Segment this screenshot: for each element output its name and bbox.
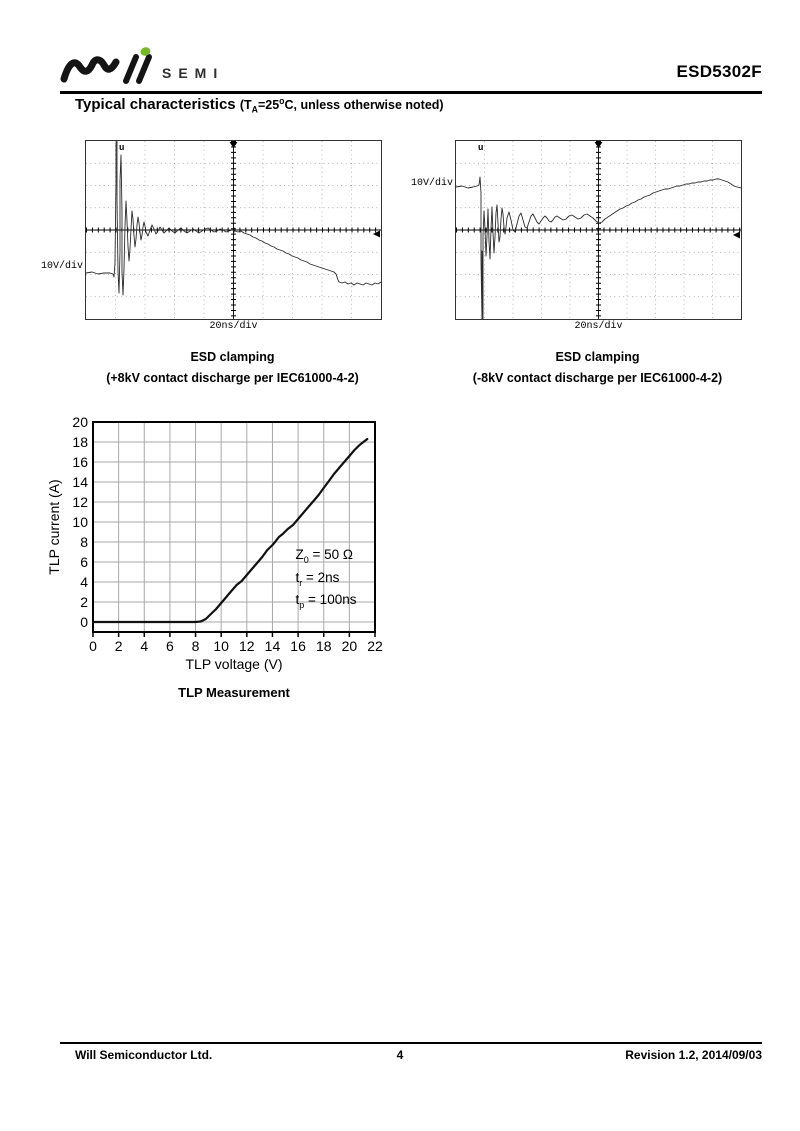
page-title-conditions: (TA=25oC, unless otherwise noted) <box>239 96 444 115</box>
scope-time-scale-label: 20ns/div <box>209 321 258 332</box>
page-title: Typical characteristics (TA=25oC, unless… <box>75 96 444 115</box>
svg-text:6: 6 <box>80 554 88 570</box>
svg-text:18: 18 <box>316 638 332 654</box>
logo-slash-icon <box>123 54 139 84</box>
logo-wave-icon <box>60 56 120 83</box>
svg-text:10: 10 <box>213 638 229 654</box>
caption-negative-discharge: ESD clamping (-8kV contact discharge per… <box>425 347 770 389</box>
caption-positive-discharge: ESD clamping (+8kV contact discharge per… <box>60 347 405 389</box>
svg-text:TLP current (A): TLP current (A) <box>46 479 62 574</box>
svg-text:0: 0 <box>80 614 88 630</box>
svg-text:0: 0 <box>89 638 97 654</box>
tlp-chart: 0 2 4 6 8 10 12 14 16 18 20 22 0 2 4 6 8 10 12 14 16 18 20 TLP … <box>45 414 390 672</box>
company-logo: SEMI <box>60 46 290 90</box>
svg-text:TLP voltage (V): TLP voltage (V) <box>185 656 282 672</box>
svg-text:14: 14 <box>265 638 281 654</box>
logo-graphic: SEMI <box>60 47 224 84</box>
annotation-tp: tp = 100ns <box>295 592 357 610</box>
part-number: ESD5302F <box>676 62 762 81</box>
footer-revision: Revision 1.2, 2014/09/03 <box>625 1048 762 1062</box>
logo-green-dot <box>140 47 151 56</box>
svg-text:12: 12 <box>72 494 88 510</box>
svg-text:16: 16 <box>290 638 306 654</box>
caption-line1: ESD clamping <box>190 350 275 364</box>
footer-page-number: 4 <box>396 1048 404 1062</box>
caption-line1: ESD clamping <box>555 350 640 364</box>
annotation-tr: tr = 2ns <box>295 570 340 588</box>
svg-text:2: 2 <box>115 638 123 654</box>
svg-text:10: 10 <box>72 514 88 530</box>
annotation-z0: Z0 = 50 Ω <box>295 547 354 565</box>
tlp-chart-caption: TLP Measurement <box>178 685 290 700</box>
svg-text:16: 16 <box>72 454 88 470</box>
svg-text:22: 22 <box>367 638 383 654</box>
svg-text:4: 4 <box>140 638 148 654</box>
svg-text:18: 18 <box>72 434 88 450</box>
scope-time-scale-label: 20ns/div <box>574 321 623 332</box>
scope-vertical-scale-label: 10V/div <box>40 261 83 272</box>
tlp-chart-plot: 0 2 4 6 8 10 12 14 16 18 20 22 0 2 4 6 8 10 12 14 16 18 20 TLP … <box>46 414 383 672</box>
caption-line2: (-8kV contact discharge per IEC61000-4-2… <box>472 371 723 385</box>
svg-text:8: 8 <box>80 534 88 550</box>
svg-text:2: 2 <box>80 594 88 610</box>
svg-text:6: 6 <box>166 638 174 654</box>
page-title-main: Typical characteristics <box>75 96 240 114</box>
footer-rule <box>60 1042 762 1044</box>
logo-semi-text: SEMI <box>162 65 224 81</box>
svg-text:14: 14 <box>72 474 88 490</box>
svg-text:u: u <box>119 143 124 153</box>
logo-slash-icon <box>136 54 152 84</box>
svg-text:20: 20 <box>72 414 88 430</box>
footer-company: Will Semiconductor Ltd. <box>75 1048 213 1062</box>
scope-waveform-positive: u <box>85 140 382 320</box>
svg-text:4: 4 <box>80 574 88 590</box>
scope-positive-discharge: u 10V/div 20ns/div <box>41 140 382 332</box>
svg-text:u: u <box>478 143 483 153</box>
svg-text:8: 8 <box>192 638 200 654</box>
scope-waveform-negative: u <box>455 140 742 320</box>
caption-line2: (+8kV contact discharge per IEC61000-4-2… <box>106 371 359 385</box>
svg-text:20: 20 <box>342 638 358 654</box>
scope-vertical-scale-label: 10V/div <box>410 178 453 189</box>
header-rule <box>60 91 762 94</box>
scope-negative-discharge: u 10V/div 20ns/div <box>411 140 742 332</box>
svg-text:12: 12 <box>239 638 255 654</box>
